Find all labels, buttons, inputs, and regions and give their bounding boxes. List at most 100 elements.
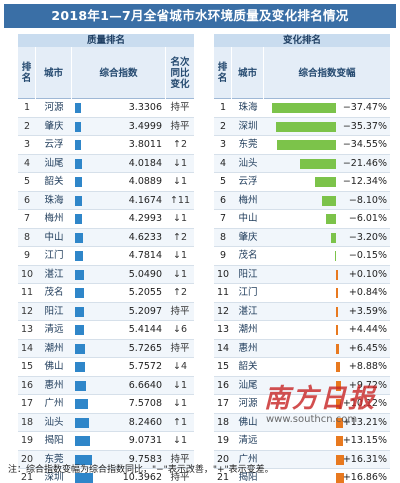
rank-cell: 16 <box>20 379 34 391</box>
index-bar <box>75 288 84 298</box>
rank-cell: 19 <box>216 435 230 446</box>
table-row: 18 佛山 +13.21% <box>214 413 390 432</box>
index-change-cell: −37.47% <box>264 99 390 117</box>
table-row: 7 中山 −6.01% <box>214 210 390 229</box>
index-change-cell: +9.72% <box>264 377 390 395</box>
table-row: 4 汕尾 4.0184 ↓1 <box>18 154 194 173</box>
index-change-cell: +4.44% <box>264 321 390 339</box>
table-row: 11 茂名 5.2055 ↑2 <box>18 284 194 303</box>
rank-cell: 20 <box>20 453 34 465</box>
footnote: 注：综合指数变幅为综合指数同比，"−"表示改善，"+"表示变差。 <box>8 465 274 475</box>
city-cell: 肇庆 <box>44 120 64 132</box>
index-change-bar <box>336 380 341 391</box>
index-value-label: 5.0490 <box>128 268 162 280</box>
index-cell: 4.1674 <box>72 192 166 210</box>
index-bar <box>75 121 81 132</box>
rank-cell: 13 <box>216 324 230 335</box>
index-change-cell: −35.37% <box>264 118 390 136</box>
rank-cell: 7 <box>219 213 227 224</box>
rank-change-cell: ↓1 <box>172 250 187 261</box>
rank-cell: 16 <box>216 379 230 391</box>
index-change-bar <box>325 214 336 224</box>
rank-cell: 7 <box>23 213 31 224</box>
header-rank: 排 名 <box>214 47 232 99</box>
index-change-bar <box>336 454 345 465</box>
city-cell: 韶关 <box>44 176 64 187</box>
table-row: 17 广州 7.5708 ↓1 <box>18 395 194 414</box>
city-cell: 江门 <box>44 250 64 261</box>
rank-cell: 15 <box>20 361 34 372</box>
quality-ranking-panel: 质量排名 排 名 城市 综合指数 名次 同比 变化 1 河源 3.3306 持平 2 肇庆… <box>18 34 194 483</box>
index-change-cell: +16.31% <box>264 451 390 469</box>
index-bar <box>75 158 82 169</box>
index-change-cell: +13.21% <box>264 414 390 432</box>
city-cell: 广州 <box>238 453 258 465</box>
rank-cell: 10 <box>20 268 34 280</box>
city-cell: 揭阳 <box>238 472 258 483</box>
index-change-cell: −21.46% <box>264 155 390 173</box>
index-change-bar <box>336 362 341 372</box>
index-value-label: 4.0889 <box>128 176 162 187</box>
header-city: 城市 <box>232 47 264 99</box>
index-change-label: +13.15% <box>342 435 387 446</box>
table-row: 12 湛江 +3.59% <box>214 302 390 321</box>
change-ranking-panel: 变化排名 排 名 城市 综合指数变幅 1 珠海 −37.47% 2 深圳 −35.37% 3… <box>214 34 390 483</box>
rank-cell: 2 <box>23 120 31 132</box>
city-cell: 茂名 <box>238 250 258 261</box>
rank-cell: 17 <box>216 398 230 409</box>
index-value-label: 10.3962 <box>122 472 162 483</box>
index-change-cell: +10.12% <box>264 395 390 413</box>
table-row: 15 佛山 5.7572 ↓4 <box>18 358 194 377</box>
city-cell: 肇庆 <box>238 231 258 243</box>
index-bar <box>75 380 87 391</box>
rank-cell: 9 <box>219 250 227 261</box>
index-cell: 10.3962 <box>72 469 166 483</box>
city-cell: 阳江 <box>238 268 258 280</box>
index-cell: 5.4144 <box>72 321 166 339</box>
index-bar <box>75 362 85 372</box>
index-change-label: +3.59% <box>348 305 387 317</box>
index-cell: 5.2055 <box>72 284 166 302</box>
rank-cell: 8 <box>23 231 31 243</box>
city-cell: 韶关 <box>238 361 258 372</box>
table-row: 2 肇庆 3.4999 持平 <box>18 117 194 136</box>
city-cell: 茂名 <box>44 287 64 298</box>
index-change-bar <box>336 399 342 409</box>
city-cell: 河源 <box>238 398 258 409</box>
rank-cell: 12 <box>216 305 230 317</box>
table-row: 5 云浮 −12.34% <box>214 173 390 192</box>
index-bar <box>75 195 83 206</box>
change-rows: 1 珠海 −37.47% 2 深圳 −35.37% 3 东莞 −34.55% 4 汕头 −21.46%… <box>214 99 390 483</box>
index-change-label: −8.10% <box>348 194 387 206</box>
index-change-cell: −6.01% <box>264 210 390 228</box>
index-value-label: 3.4999 <box>128 120 162 132</box>
change-panel-title: 变化排名 <box>214 34 390 47</box>
index-change-bar <box>330 232 336 243</box>
index-change-bar <box>336 436 343 446</box>
index-change-label: +16.86% <box>342 472 387 483</box>
index-change-label: +13.21% <box>342 416 387 428</box>
table-row: 15 韶关 +8.88% <box>214 358 390 377</box>
rank-change-cell: 持平 <box>170 305 190 317</box>
rank-cell: 13 <box>20 324 34 335</box>
index-change-cell: +16.86% <box>264 469 390 483</box>
index-cell: 5.7265 <box>72 340 166 358</box>
city-cell: 深圳 <box>238 120 258 132</box>
index-value-label: 7.5708 <box>128 398 162 409</box>
table-row: 10 湛江 5.0490 ↓1 <box>18 265 194 284</box>
city-cell: 珠海 <box>44 194 64 206</box>
page-title: 2018年1—7月全省城市水环境质量及变化排名情况 <box>4 4 396 28</box>
city-cell: 梅州 <box>238 194 258 206</box>
rank-cell: 12 <box>20 305 34 317</box>
table-row: 1 河源 3.3306 持平 <box>18 99 194 118</box>
rank-cell: 14 <box>216 342 230 354</box>
index-change-cell: +3.59% <box>264 303 390 321</box>
rank-cell: 8 <box>219 231 227 243</box>
table-row: 3 云浮 3.8011 ↑2 <box>18 136 194 155</box>
table-row: 14 惠州 +6.45% <box>214 339 390 358</box>
city-cell: 佛山 <box>44 361 64 372</box>
index-value-label: 6.6640 <box>128 379 162 391</box>
rank-change-cell: 持平 <box>170 472 190 483</box>
index-change-label: +6.45% <box>348 342 387 354</box>
